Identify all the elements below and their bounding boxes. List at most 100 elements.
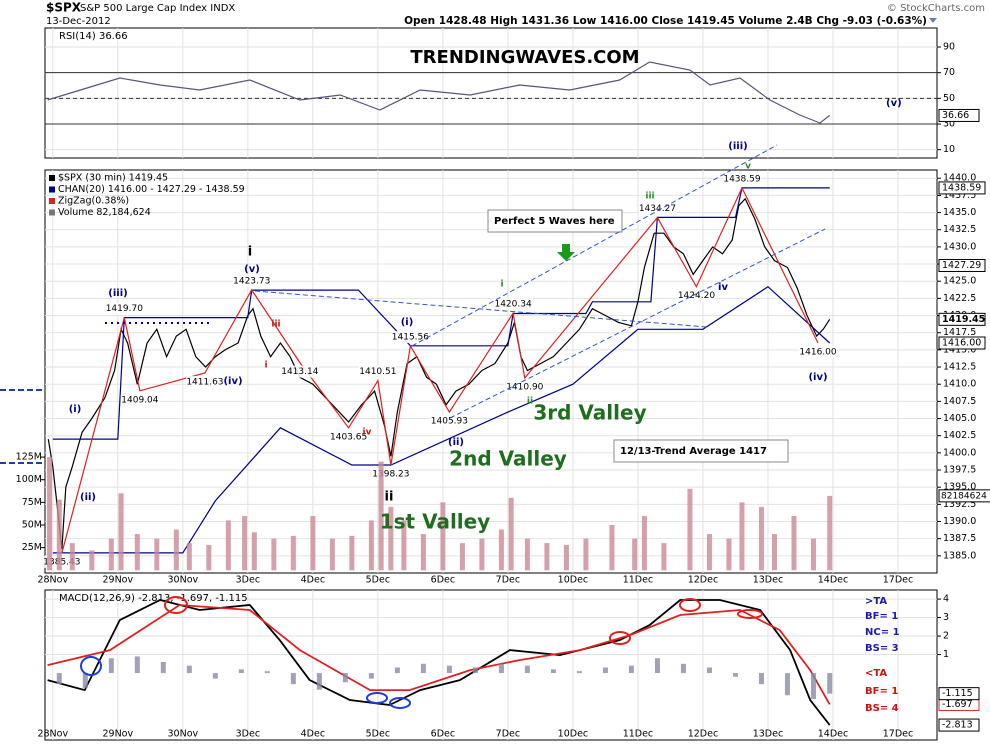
bar [827, 673, 833, 694]
macd-panel [44, 589, 938, 741]
x-tick-label: 5Dec [366, 575, 390, 586]
x-tick-label: 3Dec [236, 575, 260, 586]
bar [641, 515, 647, 571]
label-bg [494, 298, 533, 311]
dropdown-arrow [929, 18, 937, 23]
annotation: 12/13-Trend Average 1417 [620, 446, 767, 457]
bar [238, 669, 244, 674]
x-tick-label: 11Dec [623, 575, 653, 586]
bar [524, 538, 530, 571]
pivot-label: 1420.34 [494, 300, 531, 310]
pivot-label: 1415.56 [392, 333, 429, 343]
x-tick-label: 3Dec [236, 729, 260, 740]
x-tick-label: 10Dec [558, 575, 588, 586]
wave-label: i [500, 280, 503, 290]
label-bg [185, 376, 224, 389]
bar [758, 506, 764, 571]
wave-label: ii [527, 397, 533, 407]
series-line [47, 604, 831, 705]
value-box [938, 181, 986, 195]
bar [420, 663, 426, 674]
bar [576, 671, 582, 674]
circle [366, 692, 388, 704]
x-tick-label: 7Dec [496, 729, 520, 740]
bar [609, 525, 615, 571]
bar [160, 661, 166, 674]
pivot-label: 1411.63 [186, 378, 223, 388]
bar [583, 538, 589, 571]
wave-label: iii [645, 192, 654, 202]
valley-label: 2nd Valley [449, 447, 567, 471]
wave-label: (i) [401, 317, 414, 328]
bar [349, 535, 355, 571]
y-tick-label: 1422.5 [943, 293, 976, 304]
legend-swatch [49, 198, 55, 204]
bar [271, 538, 277, 571]
credit: © StockCharts.com [887, 3, 985, 14]
value-box-label: -1.697 [942, 699, 973, 710]
note: NC= 1 [865, 627, 900, 638]
quote: Open 1428.48 High 1431.36 Low 1416.00 Cl… [404, 15, 927, 27]
x-tick-label: 29Nov [102, 729, 133, 740]
x-tick-label: 5Dec [366, 729, 390, 740]
channel-line [52, 285, 831, 554]
legend-swatch [49, 175, 55, 181]
y-tick-label: 70 [943, 67, 955, 78]
bar [108, 658, 114, 674]
bar [368, 520, 374, 571]
value-box-label: 1419.45 [942, 314, 985, 325]
y-tick-label: 1415.0 [943, 344, 976, 355]
value-box-label: 82184624 [941, 491, 987, 501]
wave-label: (iv) [808, 372, 827, 383]
bar [446, 665, 452, 674]
wave-label: (iv) [223, 376, 242, 387]
note: BS= 4 [865, 703, 899, 714]
bar [56, 499, 62, 571]
bar [632, 538, 638, 571]
y-tick-label: 1385.0 [943, 550, 976, 561]
wave-label: (iii) [728, 141, 747, 152]
pivot-label: 1403.65 [330, 432, 367, 442]
x-tick-label: 6Dec [431, 575, 455, 586]
bar [206, 544, 212, 571]
wave-label: i [248, 245, 252, 260]
y-tick-label: 1405.0 [943, 413, 976, 424]
pivot-label: 1416.00 [799, 348, 836, 358]
bar [290, 535, 296, 571]
value-box-label: 1438.59 [942, 182, 981, 193]
label-bg [722, 172, 761, 185]
x-tick-label: 4Dec [301, 575, 325, 586]
bar [771, 534, 777, 571]
bar [654, 658, 660, 674]
legend-entry: ZigZag(0.38%) [58, 196, 129, 207]
x-tick-label: 4Dec [301, 729, 325, 740]
bar [264, 671, 270, 674]
x-tick-label: 12Dec [688, 575, 718, 586]
value-box [938, 687, 980, 701]
value-box [938, 108, 980, 122]
value-box [938, 489, 990, 503]
bar [726, 538, 732, 571]
y-tick-label: 1417.5 [943, 327, 976, 338]
y-tick-label: 1412.5 [943, 362, 976, 373]
label-bg [280, 365, 319, 378]
value-box-label: -1.115 [942, 688, 973, 699]
bar [89, 550, 95, 571]
y-tick-label: 2 [943, 631, 949, 642]
pivot-label: 1398.23 [372, 470, 409, 480]
note: BF= 1 [865, 611, 898, 622]
bar [47, 457, 53, 571]
x-tick-label: 10Dec [558, 729, 588, 740]
bar [459, 543, 465, 571]
bar [154, 538, 160, 571]
bar [290, 673, 296, 685]
circle [679, 598, 701, 612]
arrow [557, 244, 575, 261]
bar [508, 497, 514, 571]
bar [316, 673, 322, 690]
bar [329, 538, 335, 571]
x-tick-label: 14Dec [818, 729, 848, 740]
wave-label: (v) [244, 264, 260, 275]
value-box-label: -2.813 [942, 720, 973, 731]
